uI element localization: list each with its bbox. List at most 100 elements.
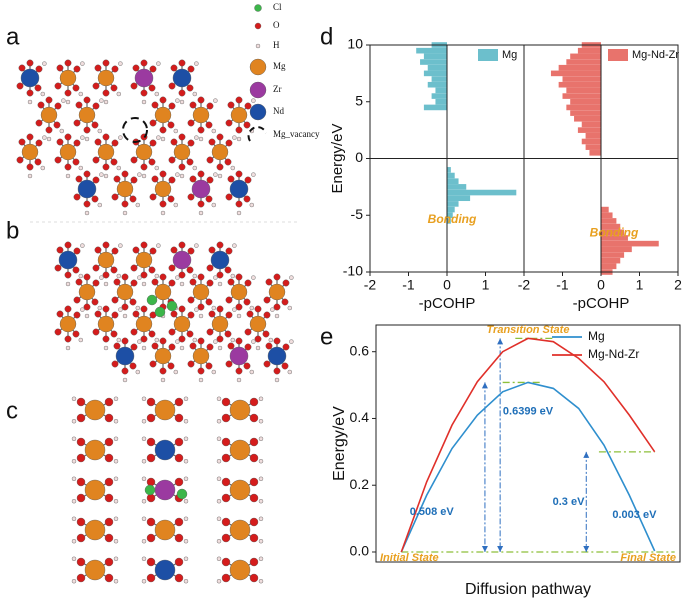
atom	[99, 172, 104, 177]
atom	[40, 106, 58, 124]
atom	[287, 369, 292, 375]
annotation: 0.003 eV	[612, 509, 657, 521]
atom	[146, 493, 156, 503]
y-tick-label: 0.0	[350, 543, 370, 559]
atom	[94, 138, 102, 146]
cohp-bar	[570, 53, 601, 60]
atom	[34, 84, 42, 92]
atom	[54, 156, 62, 164]
atom	[84, 399, 106, 421]
atom	[121, 200, 129, 208]
atom	[174, 413, 184, 423]
atom	[71, 396, 77, 401]
atom	[76, 397, 86, 407]
atom	[216, 163, 224, 171]
atom	[186, 330, 194, 338]
atom	[146, 397, 156, 407]
atom	[251, 275, 256, 280]
atom	[183, 539, 189, 544]
atom	[178, 335, 186, 343]
atom	[211, 143, 229, 161]
atom	[225, 119, 233, 127]
atom	[59, 143, 77, 161]
atom	[121, 170, 129, 178]
atom	[197, 303, 205, 311]
atom	[273, 337, 281, 345]
atom	[102, 163, 110, 171]
atom	[168, 328, 176, 336]
atom	[64, 241, 72, 249]
cohp-bar	[447, 206, 455, 213]
atom	[154, 91, 160, 97]
cohp-bar	[570, 110, 601, 116]
cohp-bar	[447, 189, 517, 196]
atom	[76, 493, 86, 503]
atom	[189, 342, 197, 350]
atom	[102, 241, 110, 249]
atom	[149, 247, 157, 255]
atom	[178, 59, 186, 67]
atom	[229, 179, 249, 199]
atom	[191, 179, 211, 199]
atom	[230, 273, 236, 279]
atom	[197, 96, 205, 104]
atom	[174, 517, 184, 527]
atom	[76, 477, 86, 487]
atom	[175, 339, 180, 344]
atom	[104, 517, 114, 527]
atom	[225, 311, 233, 319]
atom	[71, 579, 77, 584]
atom	[141, 396, 147, 401]
atom	[118, 243, 123, 248]
panel-label: c	[6, 397, 18, 424]
atom	[113, 396, 119, 401]
atom	[111, 360, 119, 368]
atom	[135, 251, 153, 269]
atom	[140, 241, 148, 249]
x-axis-label: -pCOHP	[419, 295, 476, 312]
cohp-bar	[447, 172, 455, 179]
atom	[76, 453, 86, 463]
atom	[156, 61, 161, 66]
atom	[216, 271, 224, 279]
atom	[183, 396, 189, 401]
atom	[141, 499, 147, 504]
atom	[146, 533, 156, 543]
atom	[187, 193, 195, 201]
cohp-bar	[558, 81, 601, 88]
atom	[141, 556, 147, 561]
atom	[197, 367, 205, 375]
atom	[129, 298, 137, 306]
atom	[183, 499, 189, 504]
cohp-bar	[601, 218, 617, 224]
atom	[154, 337, 160, 343]
atom	[135, 305, 141, 311]
atom	[65, 281, 71, 287]
atom	[151, 342, 159, 350]
atom	[113, 175, 121, 183]
atom	[59, 128, 64, 134]
atom	[249, 557, 259, 567]
atom	[151, 101, 159, 109]
atom	[206, 102, 214, 110]
atom	[154, 106, 172, 124]
atom	[229, 346, 249, 366]
atom	[289, 275, 294, 280]
y-tick-label: 0.2	[350, 476, 370, 492]
atom	[141, 459, 147, 464]
atom	[235, 170, 243, 178]
atom	[83, 96, 91, 104]
atom	[104, 437, 114, 447]
atom	[270, 307, 275, 312]
atom	[172, 250, 192, 270]
atom	[71, 516, 77, 521]
atom	[186, 84, 194, 92]
cohp-bar	[601, 252, 625, 258]
atom	[118, 135, 123, 140]
y-tick-label: 0.4	[350, 409, 370, 425]
atom	[227, 175, 235, 183]
atom	[254, 305, 262, 313]
annotation: Bonding	[428, 212, 477, 226]
atom	[83, 126, 91, 134]
atom	[135, 202, 141, 208]
